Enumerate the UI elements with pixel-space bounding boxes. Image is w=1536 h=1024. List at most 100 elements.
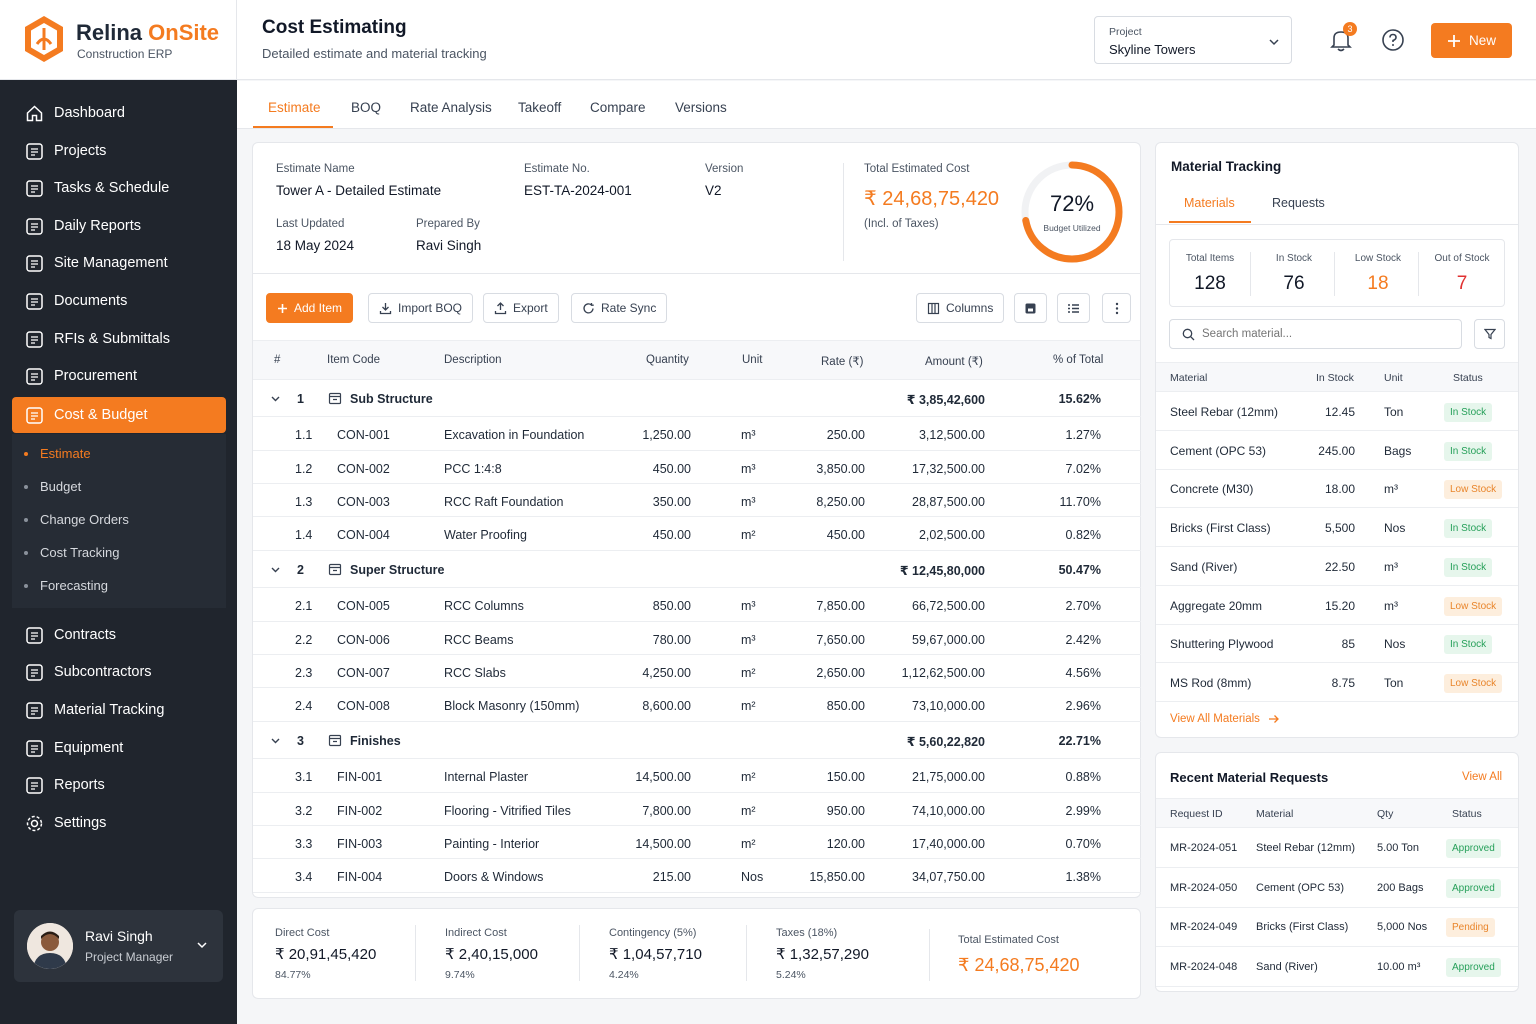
chevron-down-icon[interactable] [270,735,281,746]
view-toggle-button[interactable] [1057,293,1090,323]
bell-icon[interactable] [1330,28,1352,52]
request-row[interactable]: MR-2024-051 Steel Rebar (12mm) 5.00 Ton App… [1156,829,1518,868]
material-row[interactable]: Steel Rebar (12mm) 12.45 Ton In Stock [1156,392,1518,431]
search-input[interactable] [1202,325,1452,343]
status-badge: Approved [1446,839,1501,858]
material-row[interactable]: Concrete (M30) 18.00 m³ Low Stock [1156,469,1518,509]
cost-value: ₹ 1,04,57,710 [609,946,702,963]
table-row[interactable]: 3.3 FIN-003 Painting - Interior 14,500.00 m²… [253,826,1141,859]
more-options-button[interactable] [1102,293,1131,323]
table-row[interactable]: 1.4 CON-004 Water Proofing 450.00 m² 450.00 2,… [253,517,1141,551]
subnav-item-cost-tracking[interactable]: Cost Tracking [24,545,119,560]
columns-button[interactable]: Columns [916,293,1005,323]
view-all-requests-link[interactable]: View All [1462,771,1503,783]
item-number: 1.4 [295,528,313,542]
item-code: FIN-002 [337,804,383,818]
tab-versions[interactable]: Versions [675,100,727,115]
material-row[interactable]: Cement (OPC 53) 245.00 Bags In Stock [1156,431,1518,470]
nav-item-site-management[interactable]: Site Management [12,245,226,281]
request-row[interactable]: MR-2024-050 Cement (OPC 53) 200 Bags Approv… [1156,869,1518,908]
help-icon[interactable] [1382,29,1404,51]
group-amount: ₹ 3,85,42,600 [906,393,985,407]
table-row[interactable]: 2.1 CON-005 RCC Columns 850.00 m³ 7,850.00 66,… [253,588,1141,622]
nav-item-projects[interactable]: Projects [12,133,226,169]
prepared-by: Ravi Singh [416,238,482,253]
table-row[interactable]: 2.4 CON-008 Block Masonry (150mm) 8,600.00 m… [253,688,1141,722]
last-updated: 18 May 2024 [276,238,355,253]
chevron-down-icon[interactable] [270,393,281,404]
nav-item-contracts[interactable]: Contracts [12,617,226,653]
nav-item-subcontractors[interactable]: Subcontractors [12,654,226,690]
bullet-icon [24,517,28,522]
tab-compare[interactable]: Compare [590,100,646,115]
subnav-item-change-orders[interactable]: Change Orders [24,512,129,527]
col-header-code: Item Code [327,354,381,366]
tab-estimate[interactable]: Estimate [268,100,321,115]
columns-label: Columns [946,301,994,315]
nav-item-tasks-schedule[interactable]: Tasks & Schedule [12,170,226,206]
col-header-qty: Qty [1377,808,1394,820]
add-item-button[interactable]: Add Item [266,293,354,323]
table-row[interactable]: 3.1 FIN-001 Internal Plaster 14,500.00 m² 150… [253,759,1141,793]
item-description: RCC Raft Foundation [444,495,564,509]
new-button[interactable]: New [1431,23,1512,58]
nav-item-dashboard[interactable]: Dashboard [12,95,226,131]
chevron-down-icon[interactable] [196,939,208,951]
material-row[interactable]: Shuttering Plywood 85 Nos In Stock [1156,624,1518,664]
export-button[interactable]: Export [483,293,559,323]
item-number: 3.1 [295,770,313,784]
group-row[interactable]: 2 Super Structure ₹ 12,45,80,000 50.47% [253,551,1141,588]
table-row[interactable]: 3.2 FIN-002 Flooring - Vitrified Tiles 7,80… [253,793,1141,826]
nav-item-settings[interactable]: Settings [12,805,226,841]
chevron-down-icon[interactable] [270,564,281,575]
material-row[interactable]: Bricks (First Class) 5,500 Nos In Stock [1156,508,1518,548]
nav-item-documents[interactable]: Documents [12,283,226,319]
table-row[interactable]: 3.4 FIN-004 Doors & Windows 215.00 Nos 15,850… [253,859,1141,893]
rate-sync-button[interactable]: Rate Sync [571,293,668,323]
import-boq-button[interactable]: Import BOQ [368,293,474,323]
grand-total-label: Total Estimated Cost [958,934,1059,946]
group-row[interactable]: 3 Finishes ₹ 5,60,22,820 22.71% [253,722,1141,759]
item-unit: m² [741,770,756,784]
project-selector[interactable]: Project Skyline Towers [1094,16,1292,64]
subnav-item-estimate[interactable]: Estimate [24,446,91,461]
material-unit: Bags [1384,443,1412,458]
table-row[interactable]: 2.3 CON-007 RCC Slabs 4,250.00 m² 2,650.00 1,1… [253,655,1141,688]
material-row[interactable]: Aggregate 20mm 15.20 m³ Low Stock [1156,586,1518,625]
tab-requests[interactable]: Requests [1272,196,1325,210]
save-view-button[interactable] [1014,293,1047,323]
material-row[interactable]: Sand (River) 22.50 m³ In Stock [1156,547,1518,586]
tab-boq[interactable]: BOQ [351,100,382,115]
filter-button[interactable] [1474,319,1505,349]
request-row[interactable]: MR-2024-049 Bricks (First Class) 5,000 Nos… [1156,908,1518,947]
gear-icon [24,813,44,833]
table-row[interactable]: 1.3 CON-003 RCC Raft Foundation 350.00 m³ 8,2… [253,484,1141,517]
view-all-materials-link[interactable]: View All Materials [1170,713,1280,725]
subnav-item-budget[interactable]: Budget [24,479,81,494]
nav-item-reports[interactable]: Reports [12,767,226,803]
material-row[interactable]: MS Rod (8mm) 8.75 Ton Low Stock [1156,663,1518,702]
cost-percent: 5.24% [776,969,806,981]
table-row[interactable]: 1.1 CON-001 Excavation in Foundation 1,250.… [253,417,1141,451]
divider [929,929,930,981]
item-code: CON-002 [337,462,390,476]
nav-item-procurement[interactable]: Procurement [12,358,226,394]
material-unit: m³ [1384,559,1398,574]
col-header-material: Material [1256,808,1294,820]
user-card[interactable]: Ravi Singh Project Manager [14,910,223,982]
tab-takeoff[interactable]: Takeoff [518,100,562,115]
subnav-item-forecasting[interactable]: Forecasting [24,578,108,593]
version-label: Version [705,163,744,175]
table-row[interactable]: 2.2 CON-006 RCC Beams 780.00 m³ 7,650.00 59,67… [253,622,1141,655]
nav-item-daily-reports[interactable]: Daily Reports [12,208,226,244]
tab-materials[interactable]: Materials [1184,196,1235,210]
request-row[interactable]: MR-2024-048 Sand (River) 10.00 m³ Approved [1156,948,1518,987]
group-row[interactable]: 1 Sub Structure ₹ 3,85,42,600 15.62% [253,380,1141,417]
nav-item-material-tracking[interactable]: Material Tracking [12,692,226,728]
nav-item-equipment[interactable]: Equipment [12,730,226,766]
material-stock: 5,500 [1324,521,1355,536]
tab-rate-analysis[interactable]: Rate Analysis [410,100,492,115]
nav-item-cost-budget[interactable]: Cost & Budget [12,397,226,433]
nav-item-rfis-submittals[interactable]: RFIs & Submittals [12,321,226,357]
table-row[interactable]: 1.2 CON-002 PCC 1:4:8 450.00 m³ 3,850.00 17,32… [253,451,1141,484]
